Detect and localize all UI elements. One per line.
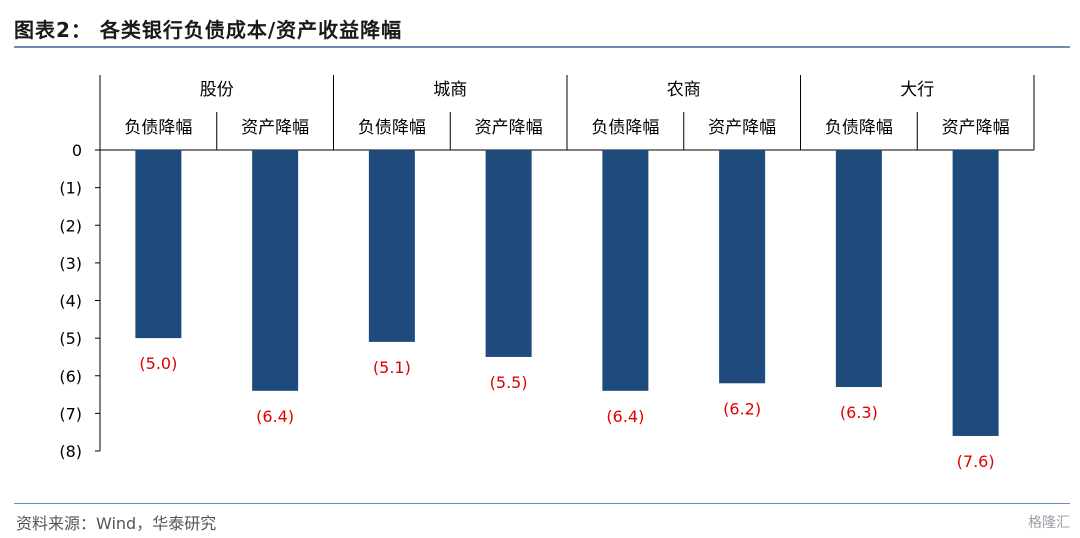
group-label: 股份 [200,80,234,100]
bar-data-label: (6.2) [723,399,761,418]
bar-data-label: (6.4) [606,407,644,426]
bar-data-label: (5.5) [490,373,528,392]
chart-title: 图表2： 各类银行负债成本/资产收益降幅 [14,18,403,42]
bar [719,150,766,384]
source-divider [14,503,1070,504]
category-label: 负债降幅 [591,118,659,138]
y-tick-label: (2) [59,216,82,235]
group-label: 大行 [900,80,934,100]
category-label: 资产降幅 [475,118,543,138]
watermark-logo: 格隆汇 [1028,515,1070,531]
y-tick-label: (1) [59,179,82,198]
y-tick-label: (5) [59,329,82,348]
y-tick-label: (7) [59,404,82,423]
y-tick-label: (8) [59,442,82,461]
category-label: 资产降幅 [708,118,776,138]
bar-data-label: (6.3) [840,403,878,422]
group-label: 农商 [667,80,701,100]
bar-data-label: (5.1) [373,358,411,377]
category-label: 负债降幅 [358,118,426,138]
y-tick-label: 0 [72,141,82,160]
bar [835,150,882,388]
category-label: 负债降幅 [825,118,893,138]
bar [368,150,415,342]
bar-data-label: (7.6) [957,452,995,471]
y-tick-label: (4) [59,292,82,311]
y-tick-label: (6) [59,367,82,386]
category-label: 负债降幅 [124,118,192,138]
y-tick-label: (3) [59,254,82,273]
bar [602,150,649,391]
bar-data-label: (6.4) [256,407,294,426]
title-divider [14,46,1070,48]
group-label: 城商 [433,80,467,100]
bar [135,150,182,339]
bar [952,150,999,436]
category-label: 资产降幅 [241,118,309,138]
bar-data-label: (5.0) [139,354,177,373]
bar [485,150,532,357]
bar [252,150,299,391]
category-label: 资产降幅 [942,118,1010,138]
source-note: 资料来源：Wind，华泰研究 [16,514,217,533]
